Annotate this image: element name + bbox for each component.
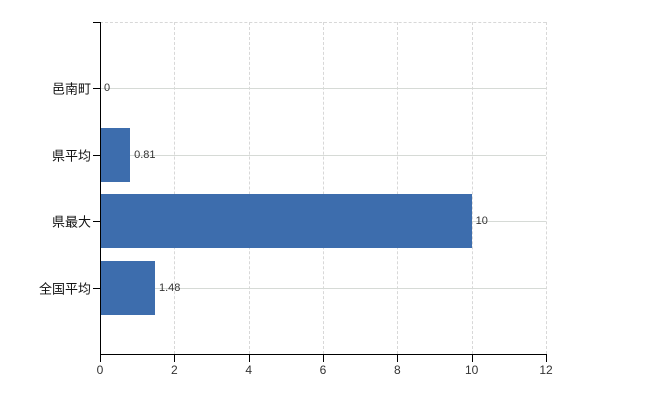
x-gridline [546,22,547,354]
x-axis-tick-label: 0 [96,363,104,377]
x-axis-tick-label: 2 [170,363,178,377]
x-axis-tick [397,355,399,362]
x-axis-tick-label: 10 [464,363,479,377]
x-axis-tick [100,355,101,362]
y-axis-tick [93,287,100,289]
y-gridline [100,154,546,156]
bar-value-label: 0 [104,82,111,95]
x-axis-tick [471,355,473,362]
y-gridline [100,287,546,289]
x-gridline [397,22,399,354]
bar [101,260,155,315]
x-axis-tick-label: 8 [393,363,401,377]
category-label: 邑南町 [51,81,91,97]
x-gridline [174,22,176,354]
x-gridline [471,22,473,354]
y-axis-line [100,22,101,355]
bar-value-label: 0.81 [134,148,156,161]
y-axis-tick [93,221,100,223]
bar [101,127,131,182]
x-axis-tick [248,355,250,362]
x-axis-tick [546,355,547,362]
y-axis-tick [93,88,100,90]
x-gridline [248,22,250,354]
x-axis-line [100,354,547,355]
category-label: 県最大 [51,214,91,230]
y-gridline [100,88,546,90]
x-axis-tick-label: 12 [539,363,553,377]
x-axis-tick-label: 6 [319,363,327,377]
x-axis-tick [323,355,324,362]
y-axis-tick [93,154,100,156]
x-axis-tick [174,355,176,362]
bar-value-label: 1.48 [159,281,181,294]
bar [101,194,472,249]
bar-value-label: 10 [475,215,488,228]
category-label: 全国平均 [38,281,91,297]
y-axis-top-tick [93,22,100,23]
x-gridline [323,22,324,354]
x-axis-tick-label: 4 [245,363,252,377]
category-label: 県平均 [51,148,91,164]
